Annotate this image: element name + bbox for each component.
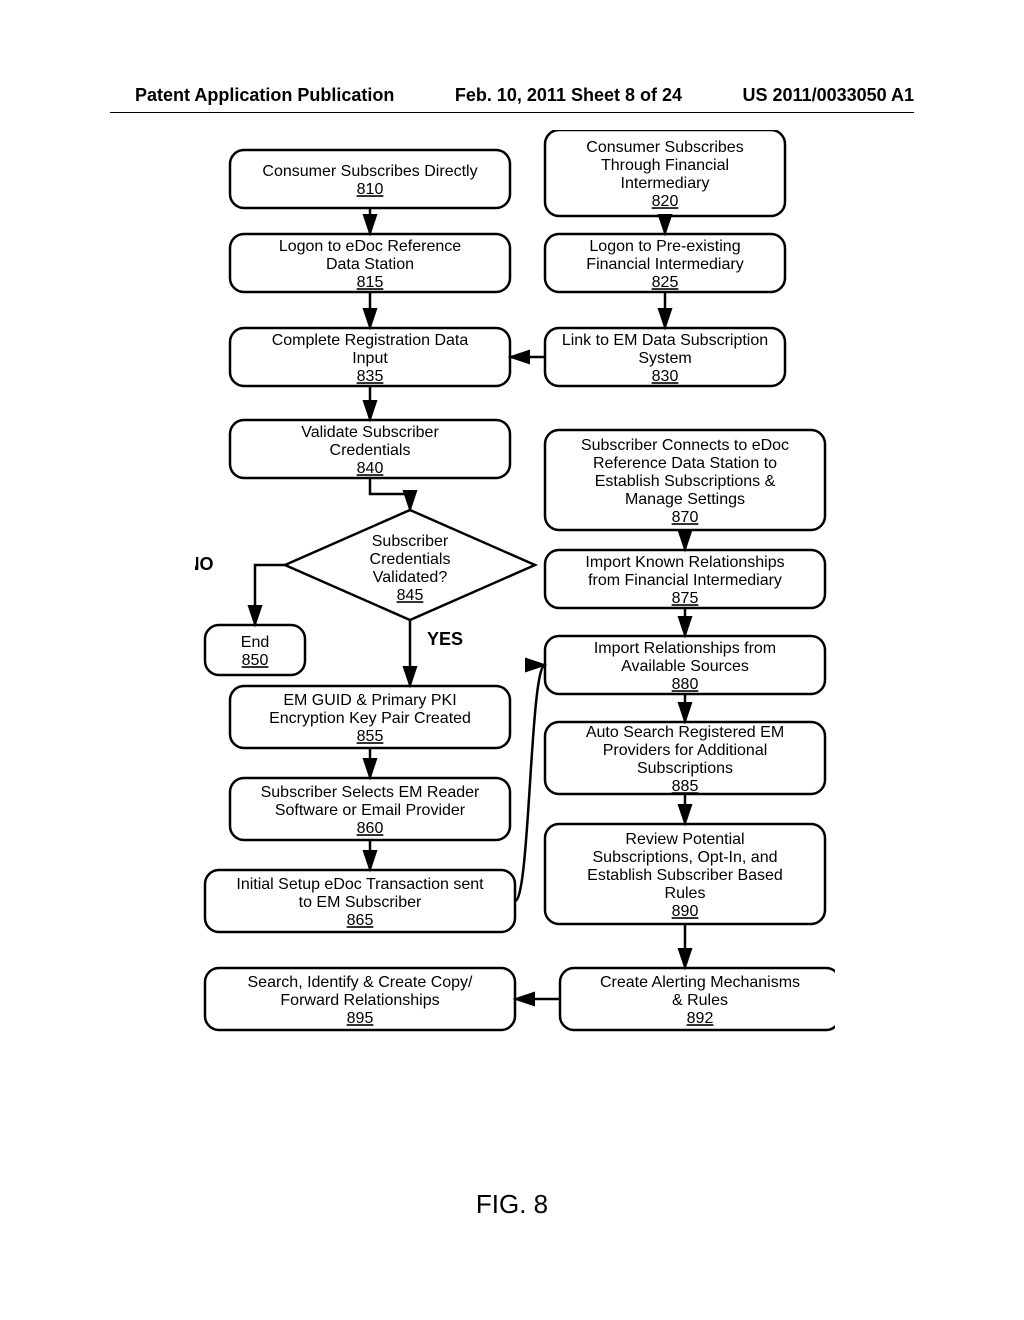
svg-text:to EM Subscriber: to EM Subscriber <box>299 894 422 911</box>
svg-text:Validated?: Validated? <box>373 569 448 586</box>
svg-text:Create Alerting Mechanisms: Create Alerting Mechanisms <box>600 974 800 991</box>
node-n870: Subscriber Connects to eDocReference Dat… <box>545 430 825 530</box>
figure-label: FIG. 8 <box>0 1189 1024 1220</box>
svg-text:892: 892 <box>687 1010 714 1027</box>
svg-text:Subscriptions: Subscriptions <box>637 760 733 777</box>
node-n830: Link to EM Data SubscriptionSystem830 <box>545 328 785 386</box>
node-n850: End850 <box>205 625 305 675</box>
svg-text:Subscriber Selects EM Reader: Subscriber Selects EM Reader <box>261 784 480 801</box>
svg-text:Auto Search Registered EM: Auto Search Registered EM <box>586 724 784 741</box>
svg-text:Subscriptions, Opt-In, and: Subscriptions, Opt-In, and <box>593 849 778 866</box>
svg-text:Establish Subscriptions &: Establish Subscriptions & <box>595 473 776 490</box>
edge <box>370 478 410 510</box>
node-n855: EM GUID & Primary PKIEncryption Key Pair… <box>230 686 510 748</box>
svg-text:Link to EM Data Subscription: Link to EM Data Subscription <box>562 332 768 349</box>
svg-text:System: System <box>638 350 691 367</box>
svg-text:885: 885 <box>672 778 699 795</box>
node-n890: Review PotentialSubscriptions, Opt-In, a… <box>545 824 825 924</box>
header-left: Patent Application Publication <box>135 85 394 106</box>
svg-text:Validate Subscriber: Validate Subscriber <box>301 424 439 441</box>
svg-text:Encryption Key Pair Created: Encryption Key Pair Created <box>269 710 471 727</box>
page: Patent Application Publication Feb. 10, … <box>0 0 1024 1320</box>
svg-text:EM GUID & Primary PKI: EM GUID & Primary PKI <box>283 692 456 709</box>
node-n820: Consumer SubscribesThrough FinancialInte… <box>545 130 785 216</box>
svg-text:Logon to eDoc Reference: Logon to eDoc Reference <box>279 238 461 255</box>
svg-text:Software or Email Provider: Software or Email Provider <box>275 802 466 819</box>
node-n810: Consumer Subscribes Directly810 <box>230 150 510 208</box>
edge <box>255 565 285 625</box>
node-n895: Search, Identify & Create Copy/Forward R… <box>205 968 515 1030</box>
node-n865: Initial Setup eDoc Transaction sentto EM… <box>205 870 515 932</box>
svg-text:Forward Relationships: Forward Relationships <box>280 992 439 1009</box>
svg-text:Credentials: Credentials <box>330 442 411 459</box>
svg-text:845: 845 <box>397 587 424 604</box>
svg-text:850: 850 <box>242 652 269 669</box>
node-n825: Logon to Pre-existingFinancial Intermedi… <box>545 234 785 292</box>
svg-text:Providers for Additional: Providers for Additional <box>603 742 768 759</box>
svg-text:Import Relationships from: Import Relationships from <box>594 640 776 657</box>
svg-text:865: 865 <box>347 912 374 929</box>
svg-text:Establish Subscriber Based: Establish Subscriber Based <box>587 867 783 884</box>
svg-text:835: 835 <box>357 368 384 385</box>
svg-text:Data Station: Data Station <box>326 256 414 273</box>
svg-text:855: 855 <box>357 728 384 745</box>
svg-text:Reference Data Station to: Reference Data Station to <box>593 455 777 472</box>
node-n875: Import Known Relationshipsfrom Financial… <box>545 550 825 608</box>
decision-label: YES <box>427 629 463 649</box>
node-n860: Subscriber Selects EM ReaderSoftware or … <box>230 778 510 840</box>
svg-text:Financial Intermediary: Financial Intermediary <box>586 256 743 273</box>
node-n892: Create Alerting Mechanisms& Rules892 <box>560 968 835 1030</box>
node-n845: SubscriberCredentialsValidated?845 <box>285 510 535 620</box>
svg-text:875: 875 <box>672 590 699 607</box>
page-header: Patent Application Publication Feb. 10, … <box>0 85 1024 106</box>
svg-text:Rules: Rules <box>665 885 706 902</box>
svg-text:Subscriber Connects to eDoc: Subscriber Connects to eDoc <box>581 437 789 454</box>
svg-text:from Financial Intermediary: from Financial Intermediary <box>588 572 782 589</box>
svg-text:860: 860 <box>357 820 384 837</box>
header-right: US 2011/0033050 A1 <box>743 85 914 106</box>
svg-text:880: 880 <box>672 676 699 693</box>
svg-text:Intermediary: Intermediary <box>621 175 710 192</box>
svg-text:830: 830 <box>652 368 679 385</box>
svg-text:Subscriber: Subscriber <box>372 533 449 550</box>
header-center: Feb. 10, 2011 Sheet 8 of 24 <box>455 85 682 106</box>
svg-text:810: 810 <box>357 181 384 198</box>
svg-text:Available Sources: Available Sources <box>621 658 749 675</box>
svg-text:Input: Input <box>352 350 388 367</box>
header-rule <box>110 112 914 113</box>
svg-text:Complete Registration Data: Complete Registration Data <box>272 332 469 349</box>
svg-text:End: End <box>241 634 269 651</box>
svg-text:890: 890 <box>672 903 699 920</box>
svg-text:Consumer Subscribes: Consumer Subscribes <box>586 139 743 156</box>
node-n880: Import Relationships fromAvailable Sourc… <box>545 636 825 694</box>
decision-label: NO <box>195 554 214 574</box>
node-n815: Logon to eDoc ReferenceData Station815 <box>230 234 510 292</box>
svg-text:840: 840 <box>357 460 384 477</box>
flowchart: Consumer Subscribes Directly810Consumer … <box>195 130 835 1110</box>
svg-text:Initial Setup eDoc Transaction: Initial Setup eDoc Transaction sent <box>236 876 484 893</box>
svg-text:870: 870 <box>672 509 699 526</box>
svg-text:820: 820 <box>652 193 679 210</box>
svg-text:815: 815 <box>357 274 384 291</box>
node-n840: Validate SubscriberCredentials840 <box>230 420 510 478</box>
svg-text:895: 895 <box>347 1010 374 1027</box>
svg-text:& Rules: & Rules <box>672 992 728 1009</box>
svg-text:Consumer Subscribes Directly: Consumer Subscribes Directly <box>262 163 477 180</box>
svg-text:Credentials: Credentials <box>370 551 451 568</box>
svg-text:Search, Identify & Create Copy: Search, Identify & Create Copy/ <box>248 974 474 991</box>
svg-text:825: 825 <box>652 274 679 291</box>
node-n885: Auto Search Registered EMProviders for A… <box>545 722 825 795</box>
svg-text:Through Financial: Through Financial <box>601 157 729 174</box>
svg-text:Logon to Pre-existing: Logon to Pre-existing <box>589 238 740 255</box>
edge <box>515 665 545 901</box>
svg-text:Manage Settings: Manage Settings <box>625 491 745 508</box>
svg-text:Import Known Relationships: Import Known Relationships <box>585 554 784 571</box>
node-n835: Complete Registration DataInput835 <box>230 328 510 386</box>
svg-text:Review Potential: Review Potential <box>625 831 744 848</box>
